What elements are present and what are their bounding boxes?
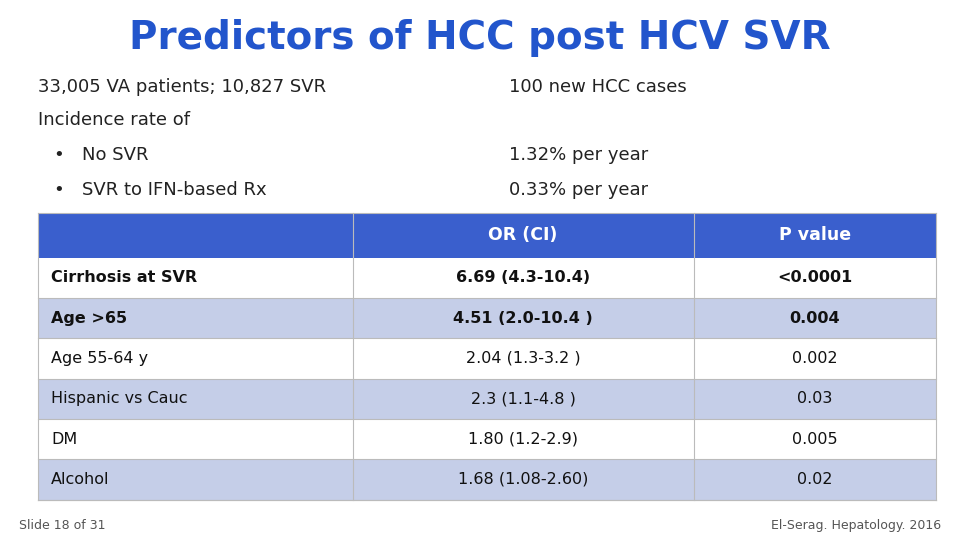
Text: 4.51 (2.0-10.4 ): 4.51 (2.0-10.4 ) [453, 310, 593, 326]
Text: P value: P value [779, 226, 851, 245]
Text: 0.002: 0.002 [792, 351, 838, 366]
Text: Age 55-64 y: Age 55-64 y [51, 351, 148, 366]
Text: 2.3 (1.1-4.8 ): 2.3 (1.1-4.8 ) [470, 391, 576, 406]
Bar [694, 213, 936, 258]
Text: El-Serag. Hepatology. 2016: El-Serag. Hepatology. 2016 [771, 519, 941, 532]
Text: 0.33% per year: 0.33% per year [509, 181, 648, 199]
Bar [38, 459, 352, 500]
Text: DM: DM [51, 431, 77, 447]
Bar [38, 258, 352, 298]
Text: 33,005 VA patients; 10,827 SVR: 33,005 VA patients; 10,827 SVR [38, 78, 326, 96]
Text: 2.04 (1.3-3.2 ): 2.04 (1.3-3.2 ) [466, 351, 581, 366]
Text: <0.0001: <0.0001 [778, 270, 852, 285]
Text: 100 new HCC cases: 100 new HCC cases [509, 78, 686, 96]
Bar [694, 298, 936, 338]
Bar [38, 213, 352, 258]
Text: Slide 18 of 31: Slide 18 of 31 [19, 519, 106, 532]
Bar [38, 419, 352, 459]
Bar [352, 379, 694, 419]
Text: Age >65: Age >65 [51, 310, 127, 326]
Text: •: • [53, 146, 63, 164]
Bar [694, 379, 936, 419]
Text: 0.004: 0.004 [789, 310, 840, 326]
Text: Cirrhosis at SVR: Cirrhosis at SVR [51, 270, 197, 285]
Text: 0.005: 0.005 [792, 431, 838, 447]
Text: 6.69 (4.3-10.4): 6.69 (4.3-10.4) [456, 270, 590, 285]
Bar [352, 459, 694, 500]
Text: 1.68 (1.08-2.60): 1.68 (1.08-2.60) [458, 472, 588, 487]
Text: Alcohol: Alcohol [51, 472, 109, 487]
Bar [38, 338, 352, 379]
Text: No SVR: No SVR [82, 146, 148, 164]
Bar [352, 419, 694, 459]
Bar [352, 258, 694, 298]
Bar [38, 379, 352, 419]
Bar [38, 298, 352, 338]
Text: 1.80 (1.2-2.9): 1.80 (1.2-2.9) [468, 431, 578, 447]
Bar [352, 213, 694, 258]
Text: 0.03: 0.03 [797, 391, 832, 406]
Bar [694, 419, 936, 459]
Text: SVR to IFN-based Rx: SVR to IFN-based Rx [82, 181, 266, 199]
Text: Hispanic vs Cauc: Hispanic vs Cauc [51, 391, 187, 406]
Bar [352, 298, 694, 338]
Text: Predictors of HCC post HCV SVR: Predictors of HCC post HCV SVR [130, 19, 830, 57]
Text: 0.02: 0.02 [797, 472, 832, 487]
Text: 1.32% per year: 1.32% per year [509, 146, 648, 164]
Bar [694, 338, 936, 379]
Text: •: • [53, 181, 63, 199]
Bar [694, 258, 936, 298]
Bar [352, 338, 694, 379]
Bar [694, 459, 936, 500]
Text: OR (CI): OR (CI) [489, 226, 558, 245]
Text: Incidence rate of: Incidence rate of [38, 111, 190, 129]
